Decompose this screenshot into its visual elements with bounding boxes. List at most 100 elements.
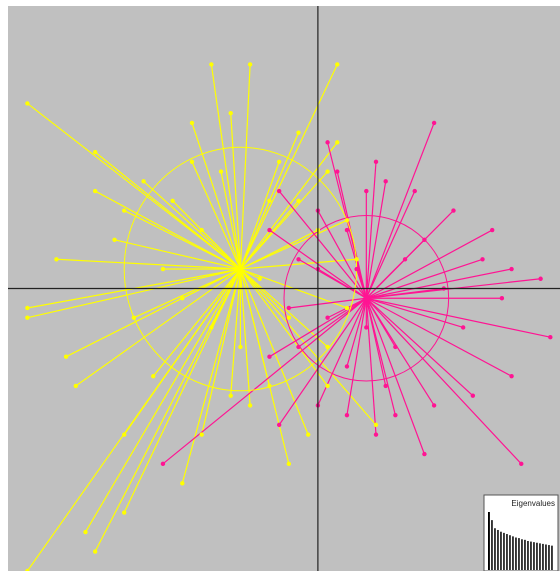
star-segment [143, 180, 241, 270]
data-point [189, 120, 195, 126]
star-segment [365, 122, 435, 299]
star-segment [191, 161, 241, 270]
data-point [286, 461, 292, 467]
data-point [344, 218, 350, 223]
data-point [364, 325, 369, 330]
data-point [306, 432, 311, 437]
eigenvalue-bar [500, 531, 502, 570]
star-segment [365, 181, 387, 299]
data-point [25, 305, 30, 311]
data-point [25, 101, 30, 106]
data-point [63, 354, 69, 359]
data-point [422, 237, 427, 242]
data-point [199, 432, 204, 437]
star-segment [366, 229, 493, 299]
data-point [402, 257, 408, 262]
star-segment [366, 297, 551, 338]
data-point [170, 198, 175, 204]
data-points-layer [25, 62, 553, 571]
data-point [296, 130, 301, 135]
eigenvalue-bar [512, 536, 514, 570]
star-segment [278, 297, 367, 426]
star-segment [239, 200, 271, 270]
data-point [160, 266, 166, 272]
star-segment [365, 161, 377, 299]
star-segment [181, 268, 242, 484]
data-point [325, 383, 330, 389]
star-segment [239, 268, 309, 435]
data-point [325, 315, 330, 320]
star-segment [365, 298, 377, 435]
data-point [189, 159, 195, 165]
eigenvalue-bar [515, 537, 517, 570]
data-point [267, 383, 272, 389]
data-point [160, 461, 166, 467]
data-point [286, 315, 292, 320]
eigenvalue-bar [491, 520, 493, 570]
data-point [451, 208, 456, 213]
eigenvalue-bar [527, 541, 529, 570]
star-segment [210, 268, 241, 328]
star-segment [152, 268, 241, 377]
star-segment [240, 219, 348, 270]
star-segment [123, 210, 241, 270]
eigenvalues-inset: Eigenvalues [483, 494, 559, 571]
data-point [141, 179, 146, 184]
eigenvalue-bar [488, 512, 490, 570]
data-point [509, 373, 514, 379]
star-segment [317, 210, 367, 299]
data-point [122, 510, 127, 515]
data-point [276, 188, 282, 194]
data-point [344, 227, 350, 233]
star-segment [240, 268, 261, 280]
eigenvalue-bar [545, 544, 547, 570]
star-segment [220, 171, 242, 270]
data-point [180, 296, 185, 301]
data-point [470, 393, 476, 398]
eigenvalue-bar [518, 538, 520, 570]
star-segment [298, 297, 367, 348]
data-point [344, 305, 350, 311]
star-segment [278, 190, 367, 299]
eigenvalue-bar [506, 534, 508, 570]
star-segment [123, 268, 241, 513]
star-segment [366, 258, 483, 299]
eigenvalue-bar [539, 543, 541, 570]
star-segment [201, 268, 242, 435]
inertia-ellipse [283, 214, 450, 382]
data-point [276, 159, 282, 165]
star-segment [162, 297, 367, 465]
data-point [151, 373, 156, 379]
star-segment [365, 297, 522, 465]
eigenvalue-bar [524, 539, 526, 570]
star-segment [201, 229, 241, 270]
star-segment [94, 151, 241, 270]
star-segment [365, 298, 387, 387]
data-point [228, 110, 233, 116]
data-point [238, 344, 243, 350]
data-point [325, 344, 330, 350]
data-point [267, 198, 272, 204]
data-point [431, 403, 437, 408]
star-segment [239, 64, 338, 270]
data-point [325, 140, 330, 145]
data-point [209, 62, 214, 67]
data-point [122, 432, 127, 437]
data-point [296, 257, 301, 262]
star-segment [210, 64, 242, 270]
data-point [276, 422, 282, 428]
data-point [325, 169, 330, 174]
star-segment [346, 298, 367, 416]
data-point [538, 276, 543, 281]
data-point [131, 315, 137, 320]
star-segment [239, 200, 299, 270]
star-segment [230, 268, 242, 396]
star-segment [56, 258, 241, 270]
star-segment [239, 142, 338, 270]
data-point [73, 383, 78, 389]
star-segment [191, 122, 241, 270]
eigenvalue-bar [536, 542, 538, 570]
data-point [247, 62, 253, 67]
data-point [499, 296, 505, 301]
group-centroid [237, 266, 244, 273]
